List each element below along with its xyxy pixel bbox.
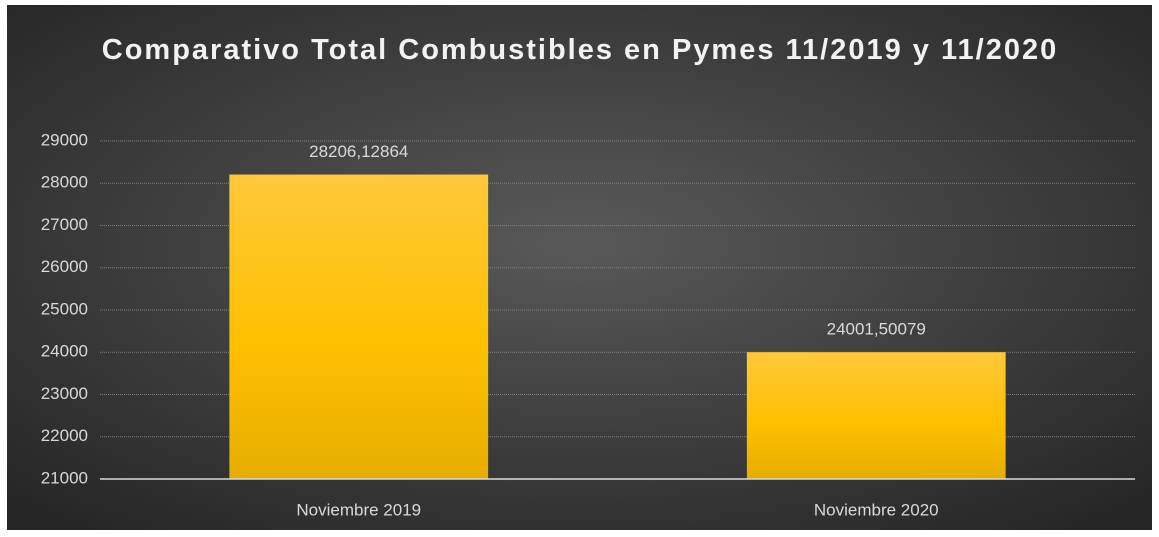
x-tick-label: Noviembre 2020 [814,500,939,519]
y-tick-label: 26000 [41,257,88,276]
y-tick-label: 21000 [41,468,88,487]
x-tick-label: Noviembre 2019 [296,500,421,519]
bar [229,174,489,479]
y-tick-label: 24000 [41,342,88,361]
y-tick-label: 22000 [41,426,88,445]
bar [746,352,1006,479]
data-label: 24001,50079 [827,320,926,339]
data-label: 28206,12864 [309,142,408,161]
y-tick-label: 28000 [41,173,88,192]
y-tick-label: 23000 [41,384,88,403]
y-tick-label: 25000 [41,299,88,318]
y-tick-label: 29000 [41,130,88,149]
chart-title: Comparativo Total Combustibles en Pymes … [101,34,1059,66]
y-tick-label: 27000 [41,215,88,234]
